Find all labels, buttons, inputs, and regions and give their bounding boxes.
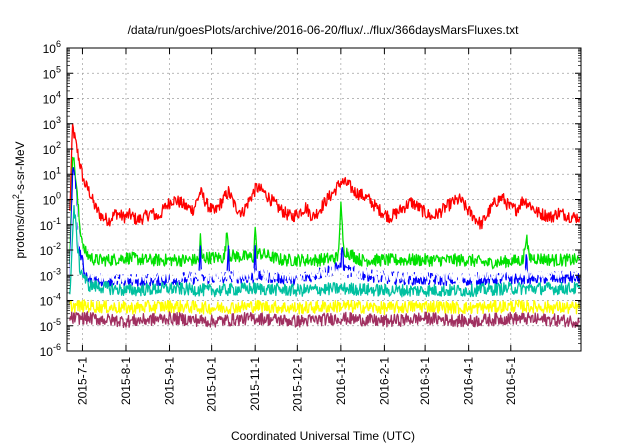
x-tick-label: 2015-10-1 [205, 357, 219, 412]
x-tick-label: 2016-5-1 [504, 357, 518, 405]
series-line [69, 205, 581, 298]
series-line [69, 167, 581, 287]
y-tick-label: 104 [43, 90, 61, 107]
x-tick-label: 2016-4-1 [462, 357, 476, 405]
chart-title: /data/run/goesPlots/archive/2016-06-20/f… [128, 23, 520, 37]
x-tick-label: 2015-11-1 [248, 357, 262, 411]
x-tick-label: 2016-3-1 [418, 357, 432, 405]
series-line [69, 311, 581, 329]
y-axis-label: protons/cm2-s-sr-MeV [11, 141, 27, 258]
y-tick-label: 10-5 [40, 317, 61, 334]
y-tick-label: 105 [43, 64, 61, 81]
plot-area [69, 123, 581, 329]
y-tick-label: 10-2 [40, 241, 61, 258]
y-tick-label: 10-1 [40, 216, 61, 233]
x-tick-label: 2016-1-1 [334, 357, 348, 405]
x-tick-label: 2015-7-1 [75, 357, 89, 405]
y-tick-label: 106 [43, 39, 61, 56]
y-tick-label: 102 [43, 140, 61, 157]
y-tick-label: 10-3 [40, 266, 61, 283]
y-axis: 10-6 10-5 10-4 10-3 10-2 10-1 100 101 102 103 104 1… [40, 39, 581, 359]
y-tick-label: 10-4 [40, 292, 61, 309]
x-axis-label: Coordinated Universal Time (UTC) [231, 429, 415, 443]
series-line [69, 175, 581, 285]
series-line [69, 299, 581, 315]
series-line [69, 123, 581, 230]
x-tick-label: 2016-2-1 [377, 357, 391, 405]
x-tick-label: 2015-9-1 [163, 357, 177, 405]
series-line [69, 156, 581, 270]
y-tick-label: 10-6 [40, 342, 61, 359]
y-tick-label: 100 [43, 191, 61, 208]
x-tick-label: 2015-8-1 [119, 357, 133, 405]
x-tick-label: 2015-12-1 [290, 357, 304, 412]
y-tick-label: 101 [43, 165, 61, 182]
y-tick-label: 103 [43, 115, 61, 132]
grid [67, 48, 581, 351]
x-axis: 2015-7-1 2015-8-1 2015-9-1 2015-10-1 2015-11… [75, 48, 518, 412]
